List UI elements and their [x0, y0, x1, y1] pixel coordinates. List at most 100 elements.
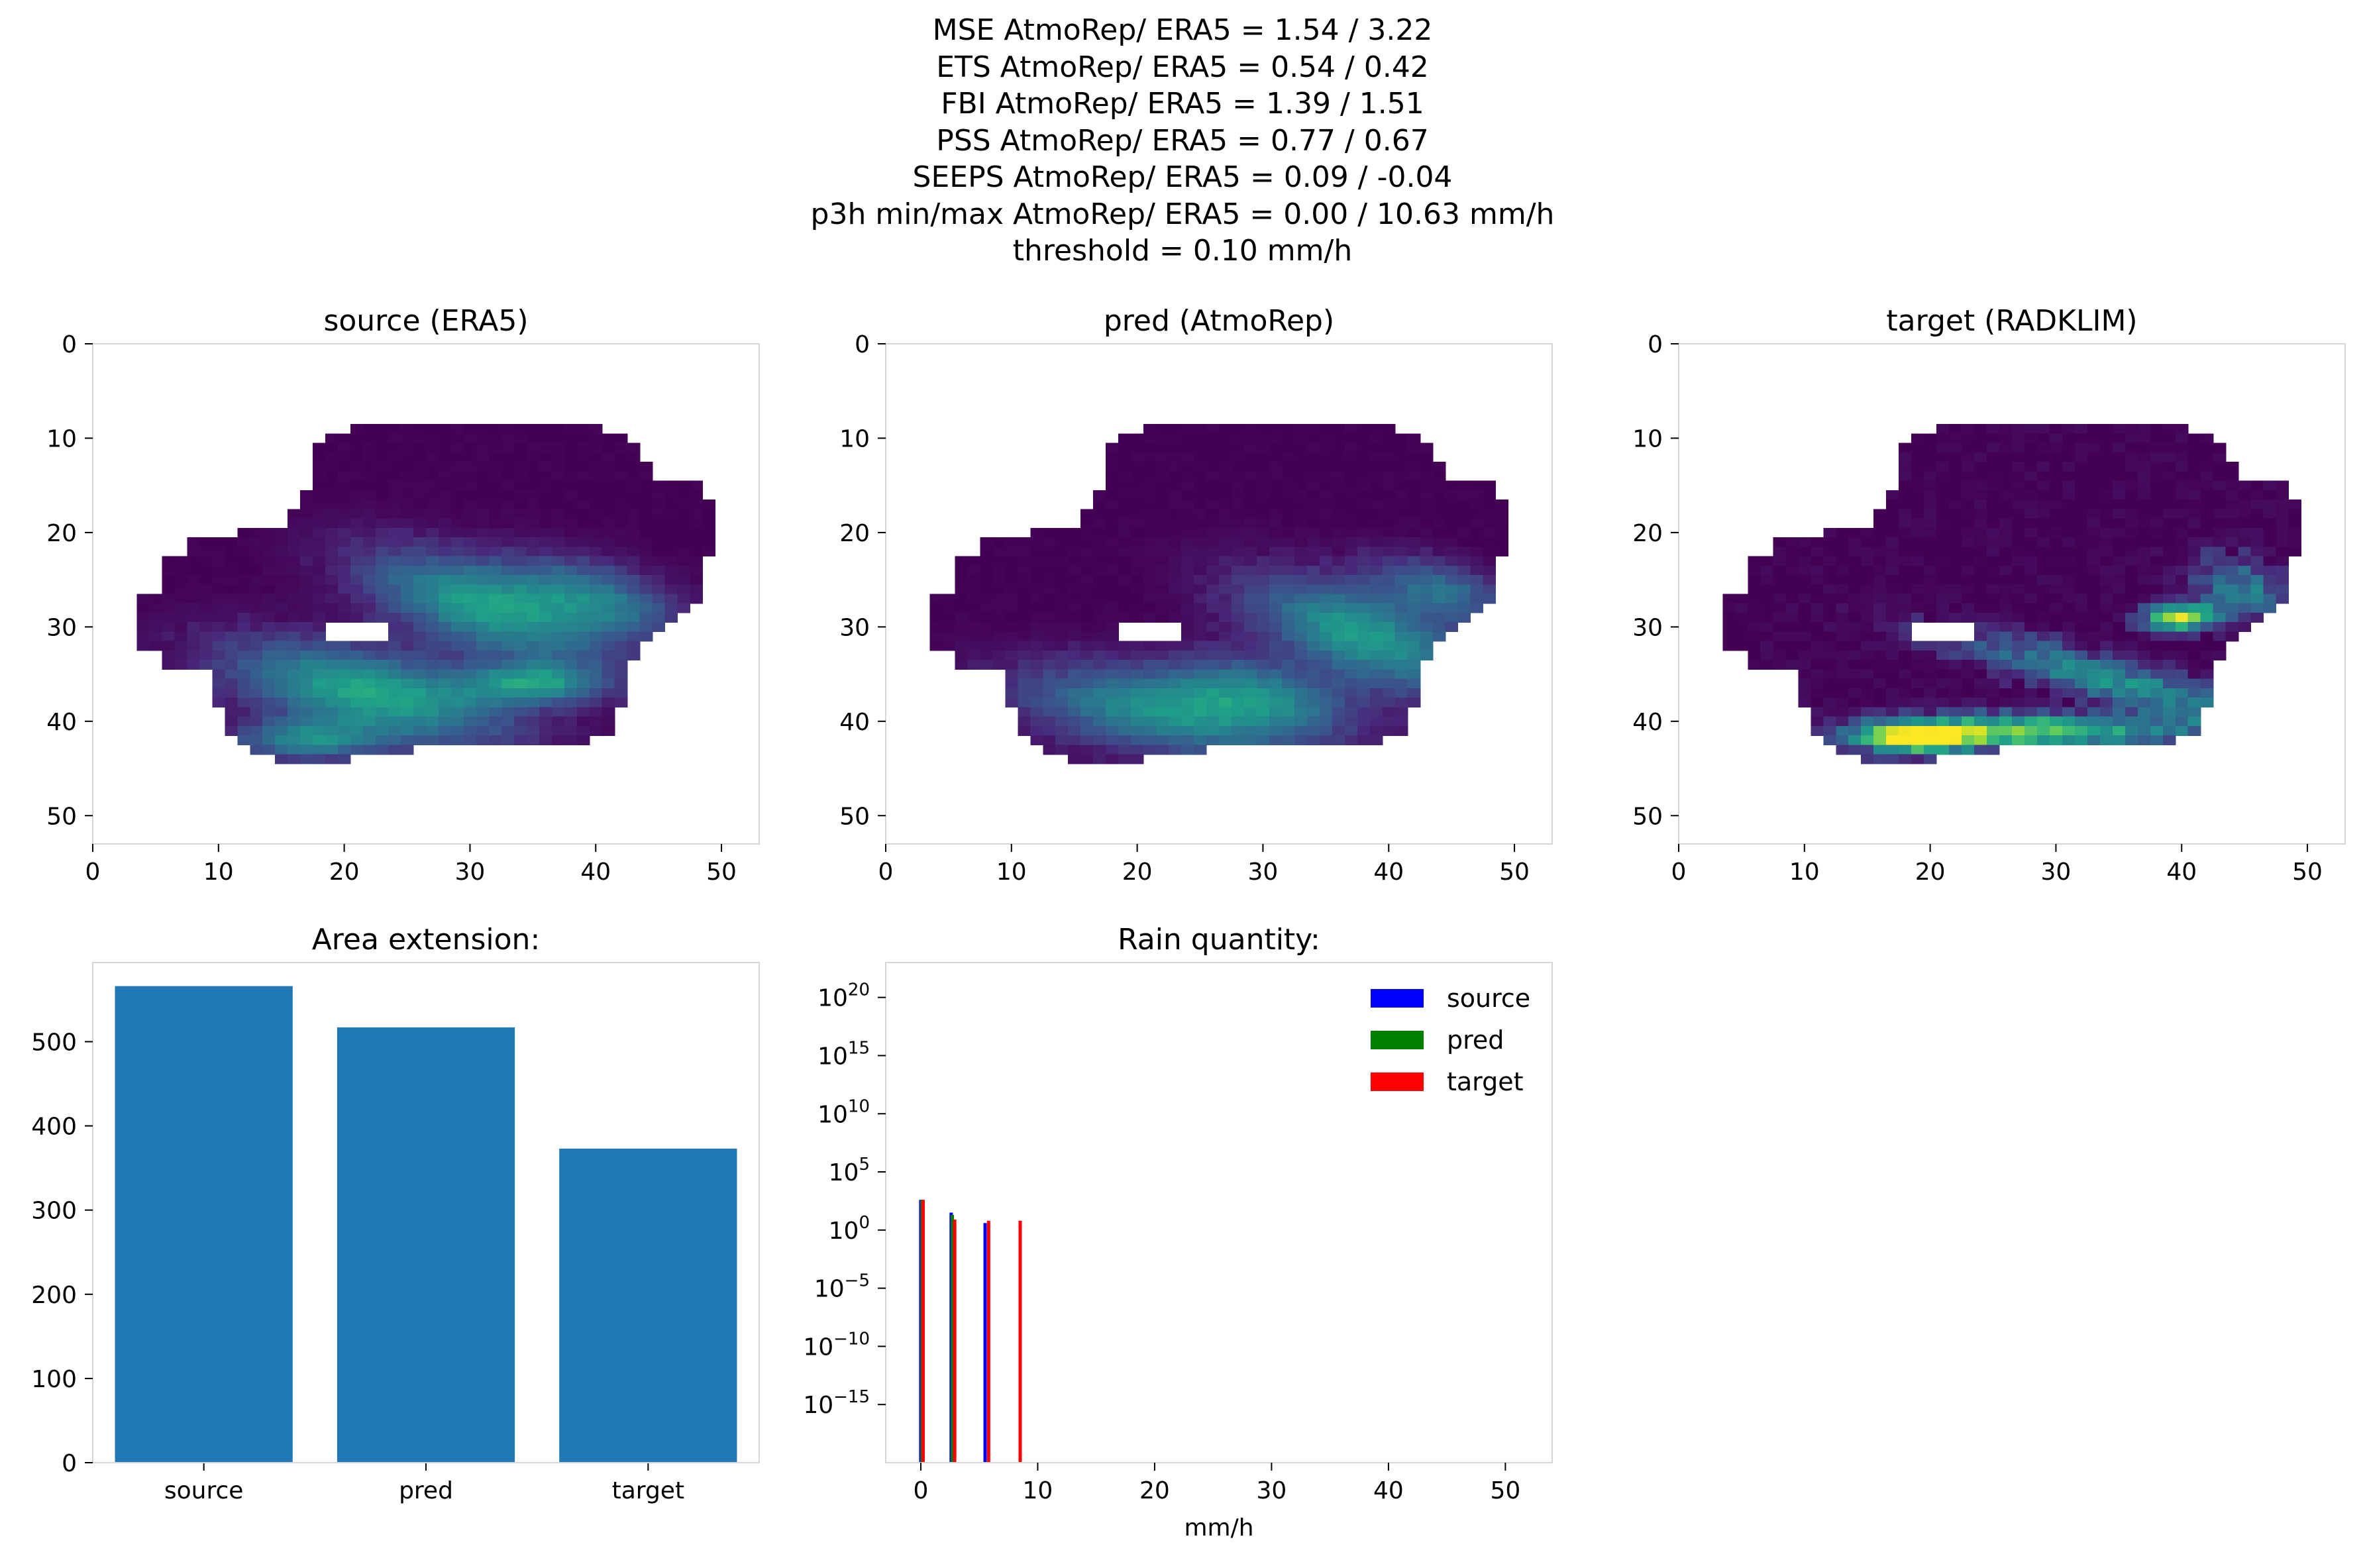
heatmap-cell [2150, 641, 2164, 651]
heatmap-cell [551, 518, 565, 529]
heatmap-cell [1243, 443, 1257, 453]
heatmap-cell [2276, 480, 2289, 491]
heatmap-cell [1974, 433, 1987, 444]
heatmap-cell [2024, 660, 2038, 670]
heatmap-cell [1118, 462, 1131, 472]
heatmap-cell [463, 424, 477, 434]
heatmap-cell [2276, 490, 2289, 500]
heatmap-cell [2137, 725, 2151, 736]
heatmap-cell [1068, 575, 1081, 585]
heatmap-cell [1143, 509, 1157, 519]
heatmap-cell [325, 575, 339, 585]
heatmap-cell [551, 547, 565, 557]
heatmap-cell [2150, 565, 2164, 576]
heatmap-cell [1219, 594, 1232, 604]
heatmap-cell [1194, 631, 1207, 642]
heatmap-cell [1420, 631, 1434, 642]
heatmap-cell [1873, 754, 1887, 764]
heatmap-cell [1773, 565, 1786, 576]
heatmap-cell [967, 565, 980, 576]
heatmap-cell [363, 641, 376, 651]
heatmap-cell [992, 650, 1006, 660]
heatmap-cell [501, 443, 515, 453]
heatmap-cell [2125, 452, 2138, 462]
heatmap-cell [513, 462, 527, 472]
heatmap-cell [1106, 556, 1119, 566]
heatmap-cell [1118, 547, 1131, 557]
heatmap-cell [1093, 622, 1106, 633]
heatmap-cell [1169, 612, 1182, 623]
heatmap-cell [413, 443, 427, 453]
heatmap-cell [2200, 660, 2214, 670]
heatmap-cell [1106, 698, 1119, 708]
heatmap-cell [1911, 509, 1924, 519]
heatmap-cell [2162, 650, 2176, 660]
heatmap-cell [488, 669, 502, 680]
heatmap-cell [1206, 612, 1220, 623]
heatmap-cell [300, 547, 313, 557]
heatmap-cell [1748, 631, 1761, 642]
heatmap-cell [2150, 698, 2164, 708]
heatmap-cell [1987, 565, 2000, 576]
heatmap-cell [1156, 462, 1169, 472]
heatmap-cell [1131, 547, 1144, 557]
heatmap-cell [1281, 424, 1295, 434]
heatmap-cell [2049, 707, 2063, 717]
heatmap-cell [2062, 490, 2076, 500]
heatmap-cell [237, 735, 250, 746]
heatmap-cell [1256, 471, 1270, 482]
heatmap-cell [1382, 688, 1396, 698]
heatmap-cell [2125, 594, 2138, 604]
heatmap-cell [1886, 612, 1899, 623]
heatmap-cell [1962, 745, 1975, 755]
heatmap-cell [2087, 660, 2101, 670]
heatmap-cell [1773, 631, 1786, 642]
heatmap-cell [1899, 631, 1912, 642]
heatmap-cell [1306, 509, 1320, 519]
heatmap-cell [2213, 462, 2227, 472]
heatmap-cell [1382, 650, 1396, 660]
heatmap-cell [1924, 688, 1937, 698]
heatmap-cell [1319, 471, 1333, 482]
heatmap-cell [1483, 537, 1497, 547]
heatmap-cell [2062, 622, 2076, 633]
heatmap-cell [1949, 612, 1962, 623]
heatmap-cell [2125, 433, 2138, 444]
heatmap-cell [313, 575, 326, 585]
heatmap-cell [2225, 575, 2239, 585]
heatmap-cell [1382, 584, 1396, 595]
heatmap-cell [1030, 641, 1043, 651]
heatmap-cell [2112, 584, 2126, 595]
heatmap-cell [2263, 594, 2277, 604]
heatmap-cell [1269, 678, 1283, 689]
heatmap-cell [1823, 669, 1836, 680]
heatmap-cell [350, 490, 364, 500]
heatmap-cell [1169, 527, 1182, 538]
heatmap-cell [363, 509, 376, 519]
heatmap-cell [2049, 678, 2063, 689]
heatmap-cell [1043, 584, 1056, 595]
x-tick-label: 10 [996, 859, 1027, 886]
heatmap-cell [2012, 678, 2025, 689]
heatmap-cell [1407, 594, 1421, 604]
heatmap-cell [1043, 537, 1056, 547]
heatmap-cell [1106, 575, 1119, 585]
heatmap-cell [1080, 622, 1094, 633]
heatmap-cell [539, 490, 552, 500]
heatmap-cell [2024, 537, 2038, 547]
heatmap-cell [1106, 565, 1119, 576]
heatmap-cell [2112, 678, 2126, 689]
heatmap-cell [2175, 547, 2189, 557]
heatmap-cell [1169, 537, 1182, 547]
heatmap-cell [1899, 612, 1912, 623]
heatmap-cell [576, 509, 590, 519]
heatmap-cell [426, 707, 439, 717]
heatmap-cell [564, 594, 578, 604]
heatmap-cell [350, 584, 364, 595]
heatmap-cell [1899, 443, 1912, 453]
heatmap-cell [564, 518, 578, 529]
heatmap-cell [376, 565, 389, 576]
heatmap-cell [388, 641, 401, 651]
heatmap-cell [602, 537, 615, 547]
heatmap-cell [1344, 527, 1358, 538]
